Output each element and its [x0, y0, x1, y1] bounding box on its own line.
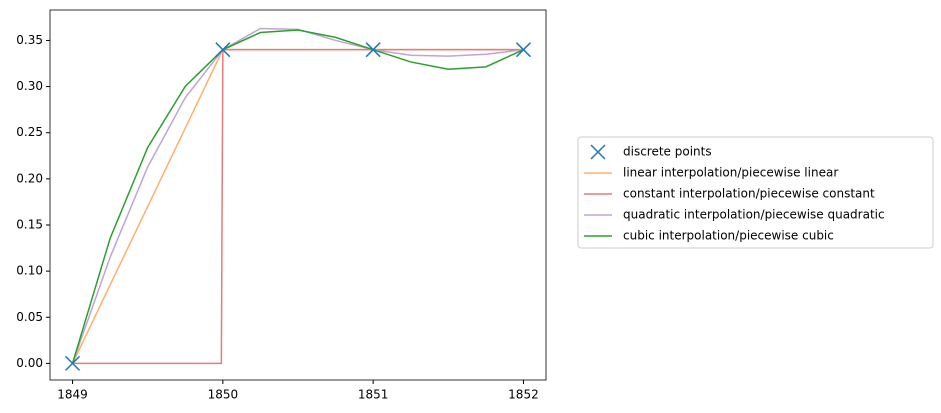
y-tick-label: 0.30: [16, 79, 43, 93]
y-tick-label: 0.05: [16, 310, 43, 324]
x-tick-label: 1852: [508, 388, 539, 402]
series-line: [72, 48, 524, 365]
y-tick-label: 0.20: [16, 171, 43, 185]
series-line: [71, 29, 524, 364]
legend-label: cubic interpolation/piecewise cubic: [623, 229, 834, 243]
y-tick-label: 0.10: [16, 264, 43, 278]
marker: [65, 355, 81, 371]
legend-box: [577, 136, 934, 249]
legend-label: linear interpolation/piecewise linear: [623, 166, 838, 180]
marker: [590, 144, 606, 160]
y-tick-label: 0.15: [16, 217, 43, 231]
series-line: [71, 48, 524, 364]
plot-frame: [49, 9, 547, 381]
x-tick-label: 1849: [57, 388, 88, 402]
series-line: [71, 27, 524, 364]
legend-label: quadratic interpolation/piecewise quadra…: [623, 208, 885, 222]
legend-label: discrete points: [623, 145, 712, 159]
y-tick-label: 0.35: [16, 33, 43, 47]
marker: [215, 42, 231, 58]
marker: [515, 42, 531, 58]
y-tick-label: 0.00: [16, 356, 43, 370]
y-tick-label: 0.25: [16, 125, 43, 139]
x-tick-label: 1850: [208, 388, 239, 402]
x-tick-label: 1851: [358, 388, 389, 402]
legend-label: constant interpolation/piecewise constan…: [623, 187, 875, 201]
marker: [365, 42, 381, 58]
